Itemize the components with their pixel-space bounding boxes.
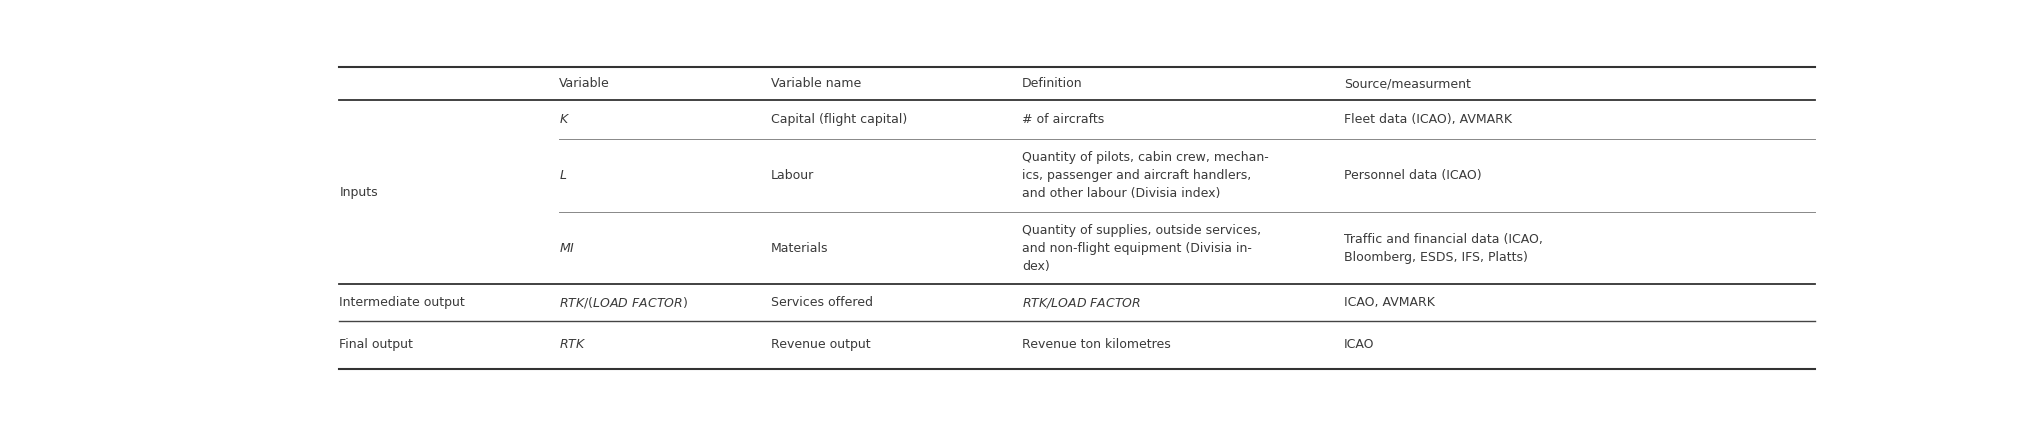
Text: Revenue ton kilometres: Revenue ton kilometres	[1023, 338, 1170, 352]
Text: Personnel data (ICAO): Personnel data (ICAO)	[1345, 169, 1482, 182]
Text: Source/measurment: Source/measurment	[1345, 77, 1470, 90]
Text: $RTK$/LOAD FACTOR: $RTK$/LOAD FACTOR	[1023, 295, 1142, 310]
Text: Services offered: Services offered	[772, 296, 873, 309]
Text: $K$: $K$	[559, 113, 571, 126]
Text: ICAO, AVMARK: ICAO, AVMARK	[1345, 296, 1436, 309]
Text: ICAO: ICAO	[1345, 338, 1375, 352]
Text: Materials: Materials	[772, 242, 828, 255]
Text: $RTK$: $RTK$	[559, 338, 587, 352]
Text: Capital (flight capital): Capital (flight capital)	[772, 113, 907, 126]
Text: Intermediate output: Intermediate output	[340, 296, 466, 309]
Text: Revenue output: Revenue output	[772, 338, 871, 352]
Text: # of aircrafts: # of aircrafts	[1023, 113, 1104, 126]
Text: Quantity of pilots, cabin crew, mechan-
ics, passenger and aircraft handlers,
an: Quantity of pilots, cabin crew, mechan- …	[1023, 151, 1270, 200]
Text: $RTK/(LOAD\ FACTOR)$: $RTK/(LOAD\ FACTOR)$	[559, 295, 689, 310]
Text: $L$: $L$	[559, 169, 567, 182]
Text: $MI$: $MI$	[559, 242, 575, 255]
Text: Variable name: Variable name	[772, 77, 861, 90]
Text: Final output: Final output	[340, 338, 413, 352]
Text: Quantity of supplies, outside services,
and non-flight equipment (Divisia in-
de: Quantity of supplies, outside services, …	[1023, 224, 1262, 273]
Text: Fleet data (ICAO), AVMARK: Fleet data (ICAO), AVMARK	[1345, 113, 1513, 126]
Text: Labour: Labour	[772, 169, 814, 182]
Text: Variable: Variable	[559, 77, 610, 90]
Text: Traffic and financial data (ICAO,
Bloomberg, ESDS, IFS, Platts): Traffic and financial data (ICAO, Bloomb…	[1345, 233, 1543, 264]
Text: Definition: Definition	[1023, 77, 1083, 90]
Text: Inputs: Inputs	[340, 186, 379, 199]
